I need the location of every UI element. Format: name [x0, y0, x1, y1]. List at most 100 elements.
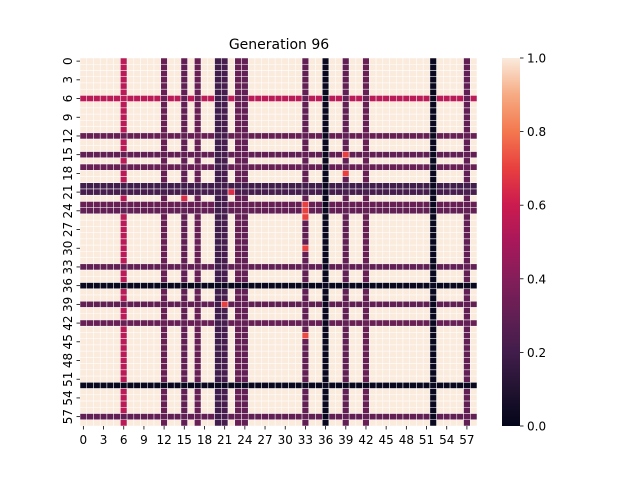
heatmap-cell [369, 325, 377, 333]
heatmap-cell [194, 313, 202, 321]
heatmap-cell [99, 188, 108, 196]
heatmap-cell [194, 101, 202, 109]
heatmap-cell [173, 145, 182, 152]
heatmap-cell [436, 301, 444, 308]
heatmap-cell [463, 388, 471, 396]
heatmap-cell [436, 213, 444, 221]
heatmap-cell [389, 170, 397, 177]
heatmap-cell [167, 145, 175, 152]
heatmap-cell [173, 95, 182, 102]
heatmap-cell [268, 176, 276, 183]
heatmap-cell [470, 394, 478, 402]
heatmap-cell [261, 382, 269, 389]
heatmap-cell [221, 382, 229, 389]
heatmap-cell [463, 357, 471, 364]
heatmap-cell [268, 257, 276, 265]
y-tick-label: 3 [61, 76, 75, 84]
heatmap-cell [402, 95, 410, 102]
heatmap-cell [281, 288, 289, 296]
heatmap-cell [416, 319, 424, 327]
heatmap-cell [254, 400, 262, 408]
heatmap-cell [214, 126, 222, 134]
heatmap-cell [369, 269, 377, 277]
heatmap-cell [470, 282, 478, 290]
heatmap-cell [375, 194, 384, 202]
heatmap-cell [214, 176, 222, 183]
heatmap-cell [375, 263, 384, 271]
heatmap-cell [409, 107, 417, 115]
heatmap-cell [449, 263, 458, 271]
heatmap-cell [362, 388, 370, 396]
heatmap-cell [342, 188, 350, 196]
heatmap-cell [463, 219, 471, 227]
heatmap-cell [234, 82, 242, 90]
heatmap-cell [396, 344, 404, 352]
heatmap-cell [321, 57, 330, 65]
heatmap-cell [470, 201, 478, 208]
heatmap-cell [167, 157, 175, 165]
heatmap-cell [355, 207, 363, 215]
heatmap-cell [369, 157, 377, 165]
heatmap-cell [274, 201, 283, 208]
heatmap-cell [281, 70, 289, 77]
heatmap-cell [160, 313, 168, 321]
heatmap-cell [348, 251, 357, 258]
heatmap-cell [362, 294, 370, 302]
heatmap-cell [288, 113, 296, 121]
heatmap-cell [348, 213, 357, 221]
heatmap-cell [207, 375, 215, 383]
heatmap-cell [221, 138, 229, 146]
heatmap-cell [147, 325, 155, 333]
heatmap-cell [456, 238, 464, 246]
heatmap-cell [463, 301, 471, 308]
heatmap-cell [200, 207, 209, 215]
heatmap-cell [167, 332, 175, 339]
heatmap-cell [227, 363, 236, 371]
heatmap-cell [402, 63, 410, 71]
heatmap-cell [463, 313, 471, 321]
heatmap-cell [173, 294, 182, 302]
heatmap-cell [382, 63, 390, 71]
heatmap-cell [261, 363, 269, 371]
heatmap-cell [301, 88, 310, 96]
heatmap-cell [227, 419, 236, 427]
heatmap-cell [268, 70, 276, 77]
heatmap-cell [274, 357, 283, 364]
heatmap-cell [402, 201, 410, 208]
heatmap-cell [93, 107, 101, 115]
heatmap-cell [422, 319, 431, 327]
heatmap-cell [113, 95, 121, 102]
heatmap-cell [227, 394, 236, 402]
heatmap-cell [308, 157, 316, 165]
heatmap-cell [241, 301, 249, 308]
heatmap-cell [93, 244, 101, 252]
heatmap-cell [396, 207, 404, 215]
heatmap-cell [93, 232, 101, 240]
heatmap-cell [449, 276, 458, 283]
heatmap-cell [470, 76, 478, 84]
heatmap-cell [328, 313, 336, 321]
heatmap-cell [301, 382, 310, 389]
heatmap-cell [241, 188, 249, 196]
heatmap-cell [167, 113, 175, 121]
heatmap-cell [221, 407, 229, 414]
heatmap-cell [281, 400, 289, 408]
heatmap-cell [382, 88, 390, 96]
heatmap-cell [268, 357, 276, 364]
heatmap-cell [328, 151, 336, 159]
heatmap-cell [268, 394, 276, 402]
heatmap-cell [194, 382, 202, 389]
heatmap-cell [369, 419, 377, 427]
heatmap-cell [429, 95, 437, 102]
heatmap-cell [99, 332, 108, 339]
heatmap-cell [214, 344, 222, 352]
heatmap-cell [99, 294, 108, 302]
heatmap-cell [234, 157, 242, 165]
heatmap-cell [140, 301, 148, 308]
heatmap-cell [133, 407, 141, 414]
heatmap-cell [470, 176, 478, 183]
chart-title: Generation 96 [229, 37, 329, 53]
heatmap-cell [234, 132, 242, 140]
heatmap-cell [147, 145, 155, 152]
heatmap-cell [449, 157, 458, 165]
